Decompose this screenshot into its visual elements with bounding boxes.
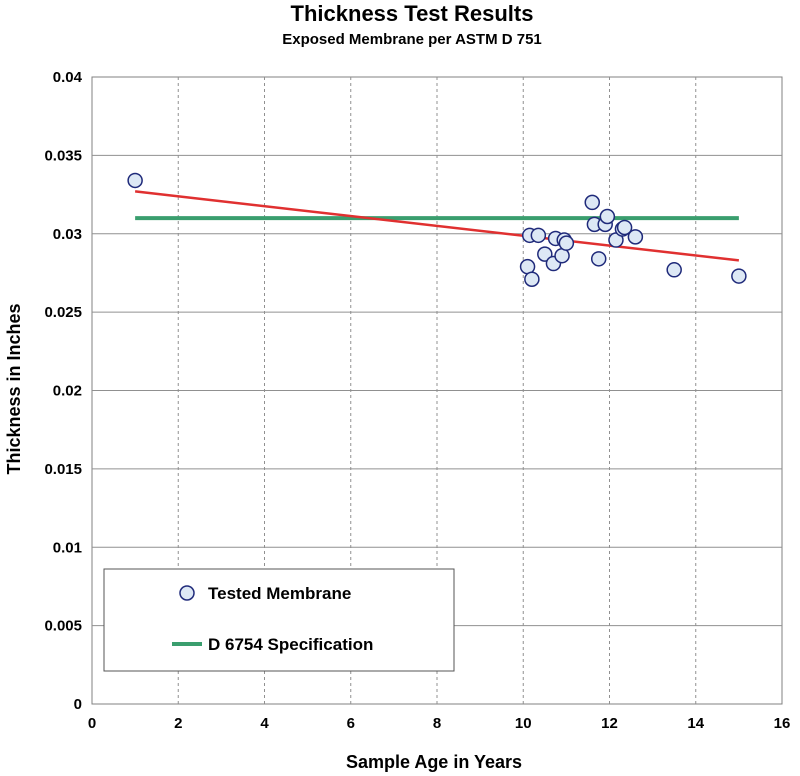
chart-subtitle: Exposed Membrane per ASTM D 751 xyxy=(282,31,542,48)
x-tick-label: 10 xyxy=(515,715,532,732)
x-tick-label: 2 xyxy=(174,715,182,732)
tick-labels: 0 0.005 0.01 0.015 0.02 0.025 0.03 0.035 0.04 0 2 4… xyxy=(44,69,790,732)
data-point xyxy=(537,246,553,262)
x-tick-label: 4 xyxy=(260,715,269,732)
data-point xyxy=(530,227,547,244)
data-point xyxy=(627,229,644,245)
data-point xyxy=(584,194,600,211)
y-tick-label: 0.035 xyxy=(44,147,82,164)
data-point xyxy=(731,268,747,284)
grid-lines xyxy=(92,77,782,704)
legend-label-specification: D 6754 Specification xyxy=(208,635,373,654)
y-tick-label: 0.01 xyxy=(53,539,82,556)
y-tick-label: 0.02 xyxy=(53,383,82,400)
data-point xyxy=(599,208,616,225)
data-point xyxy=(127,172,143,189)
x-tick-label: 8 xyxy=(433,715,441,732)
y-tick-label: 0.005 xyxy=(44,618,82,635)
x-tick-label: 0 xyxy=(88,715,96,732)
legend-label-tested-membrane: Tested Membrane xyxy=(208,584,351,603)
x-tick-label: 14 xyxy=(687,715,704,732)
y-tick-label: 0.03 xyxy=(53,226,82,243)
data-point xyxy=(616,219,633,236)
trend-line xyxy=(134,190,740,262)
x-tick-label: 12 xyxy=(601,715,618,732)
data-point xyxy=(590,251,607,267)
x-axis-title: Sample Age in Years xyxy=(346,752,522,772)
y-tick-label: 0.025 xyxy=(44,304,82,321)
y-tick-label: 0.015 xyxy=(44,461,82,478)
x-tick-label: 6 xyxy=(347,715,355,732)
y-tick-label: 0 xyxy=(74,696,82,713)
data-point xyxy=(666,262,682,278)
chart-title: Thickness Test Results xyxy=(291,1,534,26)
data-marks xyxy=(127,172,747,287)
x-tick-label: 16 xyxy=(774,715,791,732)
legend-marker-tested-membrane xyxy=(179,585,195,601)
y-axis-title: Thickness in Inches xyxy=(4,303,24,474)
legend-box xyxy=(103,568,455,672)
legend: Tested Membrane D 6754 Specification xyxy=(103,568,455,672)
data-point xyxy=(558,235,575,251)
y-tick-label: 0.04 xyxy=(53,69,83,86)
data-point xyxy=(524,271,540,287)
